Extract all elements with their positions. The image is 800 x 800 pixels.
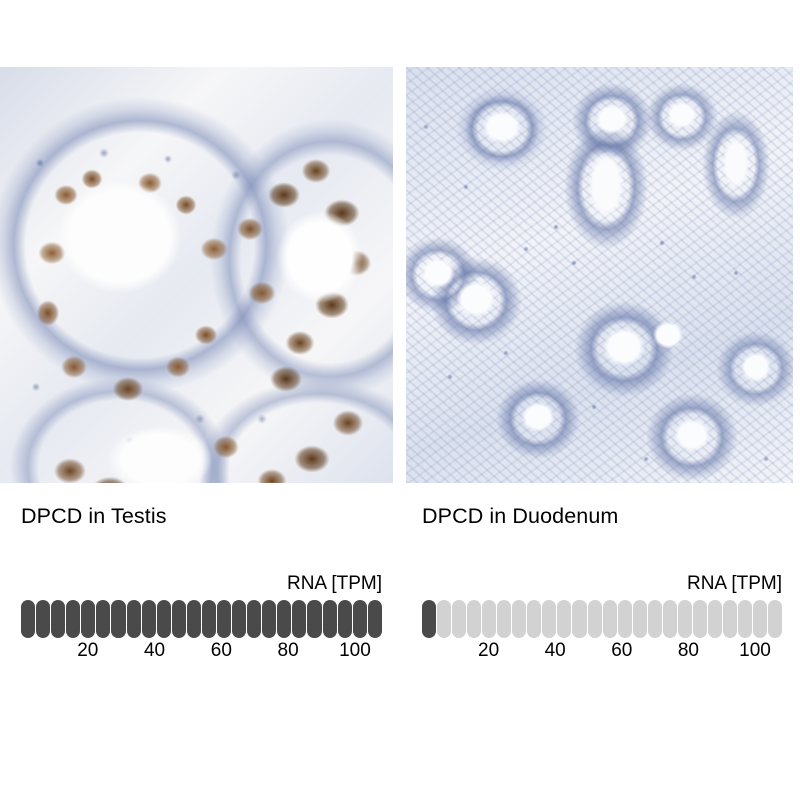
tpm-bar-segment [247, 600, 262, 638]
tpm-bar-segment [512, 600, 527, 638]
tpm-bar-segment [201, 600, 217, 638]
tpm-bar-segment [722, 600, 737, 638]
tpm-bar-segment [602, 600, 617, 638]
tpm-bar-segment [677, 600, 692, 638]
tpm-axis-duodenum: 20 40 60 80 100 [422, 640, 782, 664]
tpm-bar-segment [572, 600, 587, 638]
axis-tick-label: 40 [544, 640, 566, 661]
panel-title-duodenum: DPCD in Duodenum [422, 504, 619, 528]
caption-block-duodenum: DPCD in Duodenum RNA [TPM] 20 40 60 80 100 [422, 503, 783, 664]
tpm-bar-segment [542, 600, 557, 638]
tpm-bar-segment [587, 600, 602, 638]
rna-tpm-label-duodenum: RNA [TPM] [686, 573, 782, 594]
tpm-bar-segment [352, 600, 367, 638]
tpm-bar-segment [156, 600, 171, 638]
tpm-bar-segment [737, 600, 753, 638]
immunohistochemistry-micrograph-testis [0, 67, 393, 483]
axis-tick-label: 100 [739, 640, 771, 661]
tpm-bar-segment [232, 600, 247, 638]
tpm-bar-segment [186, 600, 201, 638]
tpm-bar-segment [292, 600, 307, 638]
tpm-bar-segment [527, 600, 542, 638]
immunohistochemistry-micrograph-duodenum [406, 67, 793, 483]
tpm-bar-segment [497, 600, 512, 638]
micrograph-panel-duodenum[interactable] [406, 67, 793, 483]
tpm-bar-segment [617, 600, 632, 638]
tpm-bar-segment [467, 600, 482, 638]
tpm-bar-segment [21, 600, 36, 638]
caption-block-testis: DPCD in Testis RNA [TPM] 20 40 60 80 100 [21, 503, 382, 664]
axis-tick-label: 100 [339, 640, 371, 661]
tpm-bar-segment [322, 600, 337, 638]
tpm-bar-segment [51, 600, 66, 638]
tpm-bar-segment [81, 600, 96, 638]
tpm-bar-segment [262, 600, 277, 638]
tpm-bar-segment [217, 600, 232, 638]
tpm-bar-segment [141, 600, 156, 638]
tpm-bar-segment [647, 600, 662, 638]
axis-tick-label: 60 [611, 640, 633, 661]
rna-tpm-label-testis: RNA [TPM] [286, 573, 382, 594]
axis-tick-label: 80 [277, 640, 299, 661]
tpm-bar-segment [707, 600, 722, 638]
tpm-bar-segment [337, 600, 352, 638]
tpm-bar-segment [482, 600, 497, 638]
tpm-bar-segment [452, 600, 467, 638]
tpm-bar-segment [367, 600, 382, 638]
tpm-bar-segment [557, 600, 572, 638]
tpm-bar-segment [662, 600, 677, 638]
tpm-bar-segment [437, 600, 452, 638]
tpm-bar-segment [692, 600, 707, 638]
tpm-bar-segment [422, 600, 437, 638]
tpm-bar-segment [632, 600, 647, 638]
axis-tick-label: 20 [77, 640, 99, 661]
axis-tick-label: 20 [478, 640, 500, 661]
tpm-bar-segment [96, 600, 111, 638]
tpm-bar-segment [768, 600, 783, 638]
tpm-bar-segment [126, 600, 141, 638]
micrograph-panel-testis[interactable] [0, 67, 393, 483]
tpm-axis-testis: 20 40 60 80 100 [21, 640, 382, 664]
axis-tick-label: 60 [210, 640, 232, 661]
tpm-bar-segment [307, 600, 322, 638]
panel-title-testis: DPCD in Testis [21, 504, 167, 528]
tpm-bar-segment [36, 600, 51, 638]
axis-tick-label: 80 [677, 640, 699, 661]
tpm-bar-segment [277, 600, 292, 638]
tpm-bar-segment [66, 600, 81, 638]
axis-tick-label: 40 [143, 640, 166, 661]
tpm-bar-segment [171, 600, 186, 638]
tpm-bar-segment [753, 600, 768, 638]
tpm-bar-segment [111, 600, 126, 638]
tpm-bar-duodenum[interactable] [422, 600, 783, 638]
tpm-bar-testis[interactable] [21, 600, 382, 638]
